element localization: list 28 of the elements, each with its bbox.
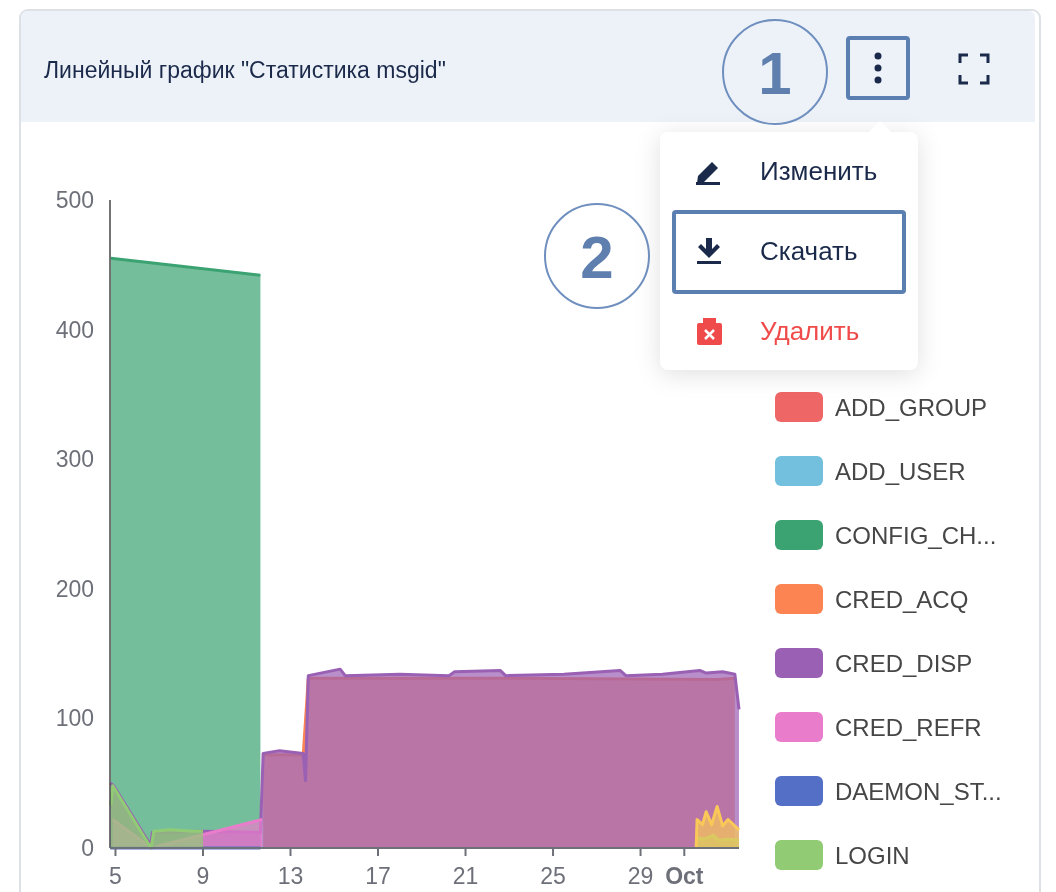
chart-title: Линейный график "Статистика msgid" xyxy=(44,57,446,83)
text: Изменить xyxy=(760,156,878,186)
legend-label: DAEMON_ST... xyxy=(835,778,1002,805)
legend-label: ADD_USER xyxy=(835,458,966,485)
x-tick-label: 29 xyxy=(627,863,654,889)
x-tick-label: 9 xyxy=(196,863,210,889)
text: Удалить xyxy=(760,316,860,346)
y-tick-label: 500 xyxy=(55,187,94,213)
x-tick-label: 17 xyxy=(365,863,391,889)
x-tick-label: 21 xyxy=(452,863,479,889)
annotation: 2 xyxy=(580,224,614,291)
y-tick-label: 300 xyxy=(55,446,94,473)
y-tick-label: 200 xyxy=(55,575,94,602)
legend-label: CONFIG_CH... xyxy=(835,522,997,549)
text: 1 xyxy=(758,40,792,107)
legend-label: CRED_ACQ xyxy=(835,586,969,613)
x-tick-label: 25 xyxy=(540,863,566,889)
x-tick-label: 13 xyxy=(277,863,304,889)
legend-label: CRED_REFR xyxy=(835,714,982,741)
text: Скачать xyxy=(760,236,858,266)
legend-label: ADD_GROUP xyxy=(835,394,988,421)
x-tick-label: Oct xyxy=(665,863,704,889)
x-tick-label: 5 xyxy=(109,863,122,889)
y-tick-label: 0 xyxy=(81,835,94,861)
y-tick-label: 100 xyxy=(55,705,94,732)
legend-label: LOGIN xyxy=(835,842,910,869)
legend-label: CRED_DISP xyxy=(835,650,973,677)
y-tick-label: 400 xyxy=(55,316,94,343)
